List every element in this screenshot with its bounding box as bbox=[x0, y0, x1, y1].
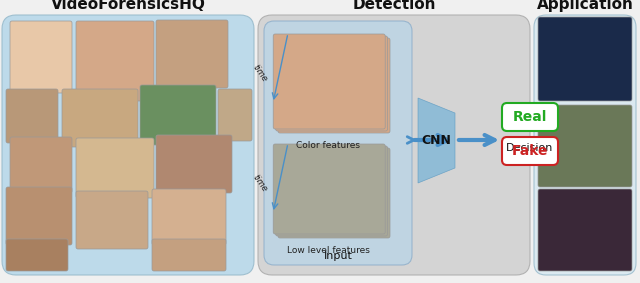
FancyBboxPatch shape bbox=[6, 239, 68, 271]
FancyBboxPatch shape bbox=[156, 20, 228, 88]
Text: Real: Real bbox=[513, 110, 547, 124]
FancyBboxPatch shape bbox=[62, 89, 138, 147]
FancyBboxPatch shape bbox=[538, 105, 632, 187]
FancyBboxPatch shape bbox=[273, 34, 385, 129]
Text: time: time bbox=[251, 63, 269, 84]
Text: Application: Application bbox=[536, 0, 634, 12]
FancyBboxPatch shape bbox=[538, 17, 632, 101]
Text: CNN: CNN bbox=[421, 134, 451, 147]
Text: VideoForensicsHQ: VideoForensicsHQ bbox=[51, 0, 205, 12]
FancyBboxPatch shape bbox=[156, 135, 232, 193]
FancyBboxPatch shape bbox=[2, 15, 254, 275]
FancyBboxPatch shape bbox=[152, 189, 226, 245]
Text: Decision: Decision bbox=[506, 143, 554, 153]
FancyBboxPatch shape bbox=[538, 189, 632, 271]
FancyBboxPatch shape bbox=[278, 38, 390, 133]
FancyBboxPatch shape bbox=[278, 148, 390, 238]
FancyBboxPatch shape bbox=[6, 89, 58, 143]
FancyBboxPatch shape bbox=[264, 21, 412, 265]
FancyBboxPatch shape bbox=[76, 191, 148, 249]
FancyBboxPatch shape bbox=[140, 85, 216, 145]
FancyBboxPatch shape bbox=[152, 239, 226, 271]
Text: Low level features: Low level features bbox=[287, 246, 370, 255]
FancyBboxPatch shape bbox=[534, 15, 636, 275]
FancyBboxPatch shape bbox=[76, 21, 154, 101]
Polygon shape bbox=[418, 98, 455, 183]
FancyBboxPatch shape bbox=[502, 137, 558, 165]
FancyBboxPatch shape bbox=[502, 103, 558, 131]
FancyBboxPatch shape bbox=[76, 138, 154, 198]
FancyBboxPatch shape bbox=[273, 144, 385, 234]
Text: Fake: Fake bbox=[512, 144, 548, 158]
FancyBboxPatch shape bbox=[10, 137, 72, 193]
FancyBboxPatch shape bbox=[258, 15, 530, 275]
Text: time: time bbox=[251, 173, 269, 193]
FancyBboxPatch shape bbox=[276, 36, 388, 131]
Text: Detection: Detection bbox=[352, 0, 436, 12]
FancyBboxPatch shape bbox=[10, 21, 72, 93]
FancyBboxPatch shape bbox=[276, 146, 388, 236]
FancyBboxPatch shape bbox=[6, 187, 72, 245]
Text: Input: Input bbox=[324, 251, 353, 261]
FancyBboxPatch shape bbox=[218, 89, 252, 141]
Text: Color features: Color features bbox=[296, 141, 360, 150]
